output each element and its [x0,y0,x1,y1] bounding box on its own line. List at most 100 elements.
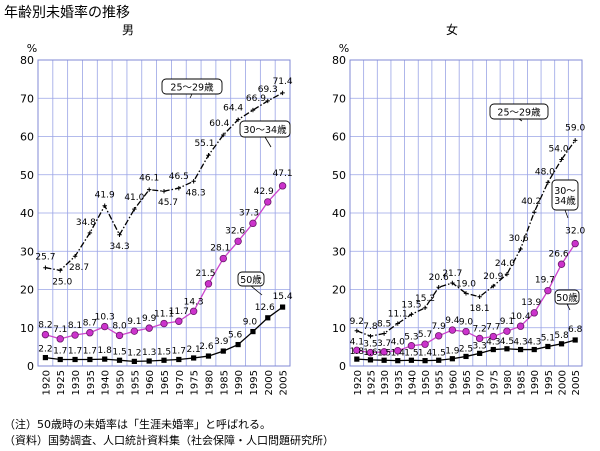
data-label: 9.0 [459,318,474,328]
callout-pointer [566,303,571,311]
data-point [161,357,167,363]
x-tick-label: 1950 [116,370,127,395]
callout-box [237,271,265,287]
data-label: 11.1 [154,310,174,320]
x-tick-label: 1990 [530,370,541,395]
data-label: 10.3 [95,313,115,323]
data-point [56,335,64,343]
data-label: 12.6 [255,303,275,313]
x-tick-label: 2000 [264,370,275,395]
data-label: 1.2 [127,348,141,358]
data-label: 1.7 [172,346,186,356]
data-label: 9.1 [127,317,141,327]
data-point [265,98,270,104]
x-tick-label: 1980 [204,370,215,395]
data-label: 66.9 [246,94,266,104]
callout-label: 30～ [554,186,576,197]
data-point [264,198,272,206]
data-point [354,356,360,362]
data-label: 26.6 [549,249,569,259]
y-tick-label: 40 [332,207,346,220]
x-tick-label: 1940 [407,370,418,395]
data-point [572,138,578,143]
data-point [421,340,429,348]
data-label: 1.5 [377,348,391,358]
data-point [102,203,107,208]
callout-pointer [264,136,272,148]
callout-box [161,78,223,95]
data-point [503,327,511,335]
data-point [204,280,213,288]
callout-label: 34歳 [554,195,576,207]
data-label: 60.4 [209,119,229,129]
data-label: 25.0 [52,277,72,287]
data-label: 32.0 [565,227,585,237]
data-point [116,357,123,363]
data-label: 1.5 [112,347,126,357]
data-label: 4.3 [486,338,500,348]
data-label: 1.4 [418,349,433,359]
data-label: 46.5 [169,172,189,182]
data-point [115,331,124,340]
data-point [557,260,566,268]
data-label: 1.7 [83,346,97,356]
plot-frame [37,59,291,367]
series-line [356,139,576,337]
data-point [571,239,579,248]
data-point [448,326,457,334]
y-tick-label: 40 [20,207,34,220]
x-tick-label: 2000 [558,370,569,395]
series-0: 25.7 25.0 28.7 34.8 41.9 34.3 41.0 46.1 45.7 46.5… [35,77,292,287]
data-label: 1.4 [391,349,406,359]
y-tick-label: 70 [332,92,346,105]
data-point [205,353,212,359]
data-point [278,182,287,190]
data-label: 13.5 [401,300,421,310]
data-label: 15.4 [273,292,293,302]
data-point [250,328,256,335]
data-point [395,321,400,326]
x-tick-label: 1920 [41,370,52,395]
callout-box [239,120,291,138]
data-point [491,283,496,289]
page-title: 年齢別未婚率の推移 [4,5,130,21]
callout-box [554,289,580,305]
series-1: 4.1 3.5 3.7 4.0 5.3 5.77.99.4 9.07.2 7.79.110.4… [350,179,585,357]
data-label: 4.3 [527,338,541,348]
data-point [545,180,551,185]
data-point [477,350,483,356]
x-tick-label: 1955 [130,370,141,395]
data-point [234,237,242,246]
data-point [516,322,525,330]
data-label: 21.7 [442,269,462,279]
data-label: 42.9 [254,187,274,197]
data-point [462,327,470,336]
y-tick-label: 60 [332,131,346,144]
x-tick-label: 1995 [249,370,260,395]
y-unit-label: % [27,42,37,55]
data-point [435,332,443,340]
y-tick-label: 80 [332,54,346,67]
x-tick-label: 1960 [448,370,459,395]
data-point [220,348,226,354]
data-label: 7.7 [486,323,500,333]
x-tick-label: 1935 [394,370,405,395]
y-tick-label: 10 [332,322,346,335]
data-point [146,187,152,192]
data-point [43,265,48,270]
data-point [517,346,524,353]
data-label: 8.0 [112,321,127,331]
data-label: 3.3 [472,341,486,351]
data-point [279,304,286,310]
x-tick-label: 1985 [517,370,528,395]
data-label: 32.6 [225,226,245,236]
data-label: 1.7 [53,346,67,356]
plot-frame [349,59,583,367]
x-tick-label: 1990 [234,370,245,395]
data-label: 71.4 [273,77,293,87]
x-tick-label: 1925 [56,370,67,395]
data-label: 21.5 [195,269,215,279]
data-point [87,356,93,363]
data-point [160,319,168,328]
data-label: 24.0 [495,259,515,269]
